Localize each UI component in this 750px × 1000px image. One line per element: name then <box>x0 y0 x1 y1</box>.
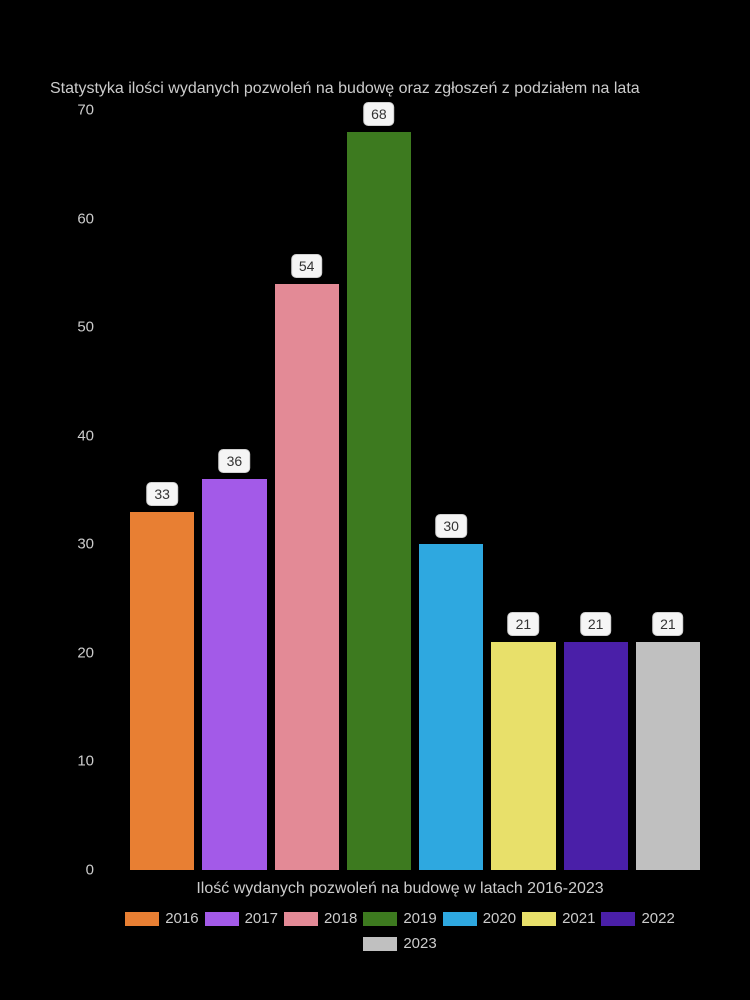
legend-swatch <box>363 912 397 926</box>
bar-value-label: 54 <box>291 254 323 278</box>
chart-plot: 0 10 20 30 40 50 60 70 33 36 54 68 30 21… <box>100 110 700 870</box>
bar-value-label: 33 <box>146 482 178 506</box>
legend-item: 2016 <box>125 910 198 927</box>
bar-value-label: 30 <box>435 514 467 538</box>
chart-title: Statystyka ilości wydanych pozwoleń na b… <box>50 80 640 98</box>
legend-swatch <box>205 912 239 926</box>
legend-item: 2020 <box>443 910 516 927</box>
y-tick: 0 <box>70 862 94 879</box>
legend-swatch <box>363 937 397 951</box>
legend-label: 2018 <box>324 910 357 927</box>
legend-item: 2017 <box>205 910 278 927</box>
y-tick: 10 <box>70 753 94 770</box>
bar: 21 <box>636 642 700 870</box>
legend-item: 2018 <box>284 910 357 927</box>
legend-item: 2022 <box>601 910 674 927</box>
legend-item: 2019 <box>363 910 436 927</box>
bar: 68 <box>347 132 411 870</box>
legend-item: 2023 <box>363 935 436 952</box>
legend-swatch <box>601 912 635 926</box>
y-tick: 60 <box>70 210 94 227</box>
bar: 54 <box>275 284 339 870</box>
x-axis-label: Ilość wydanych pozwoleń na budowę w lata… <box>100 880 700 898</box>
y-tick: 50 <box>70 319 94 336</box>
bar: 36 <box>202 479 266 870</box>
y-tick: 70 <box>70 102 94 119</box>
y-tick: 20 <box>70 644 94 661</box>
legend-label: 2017 <box>245 910 278 927</box>
y-tick: 30 <box>70 536 94 553</box>
legend-swatch <box>522 912 556 926</box>
bar-value-label: 21 <box>508 612 540 636</box>
legend-label: 2022 <box>641 910 674 927</box>
legend-swatch <box>284 912 318 926</box>
legend-label: 2023 <box>403 935 436 952</box>
legend-label: 2020 <box>483 910 516 927</box>
bar-value-label: 21 <box>652 612 684 636</box>
legend: 2016 2017 2018 2019 2020 2021 2022 2023 <box>100 910 700 952</box>
legend-label: 2021 <box>562 910 595 927</box>
legend-swatch <box>125 912 159 926</box>
bars-container: 33 36 54 68 30 21 21 21 <box>130 110 700 870</box>
bar-value-label: 68 <box>363 102 395 126</box>
y-tick: 40 <box>70 427 94 444</box>
bar: 21 <box>491 642 555 870</box>
bar-value-label: 21 <box>580 612 612 636</box>
legend-swatch <box>443 912 477 926</box>
legend-item: 2021 <box>522 910 595 927</box>
legend-label: 2019 <box>403 910 436 927</box>
bar: 30 <box>419 544 483 870</box>
legend-label: 2016 <box>165 910 198 927</box>
bar: 21 <box>564 642 628 870</box>
bar-value-label: 36 <box>219 449 251 473</box>
bar: 33 <box>130 512 194 870</box>
